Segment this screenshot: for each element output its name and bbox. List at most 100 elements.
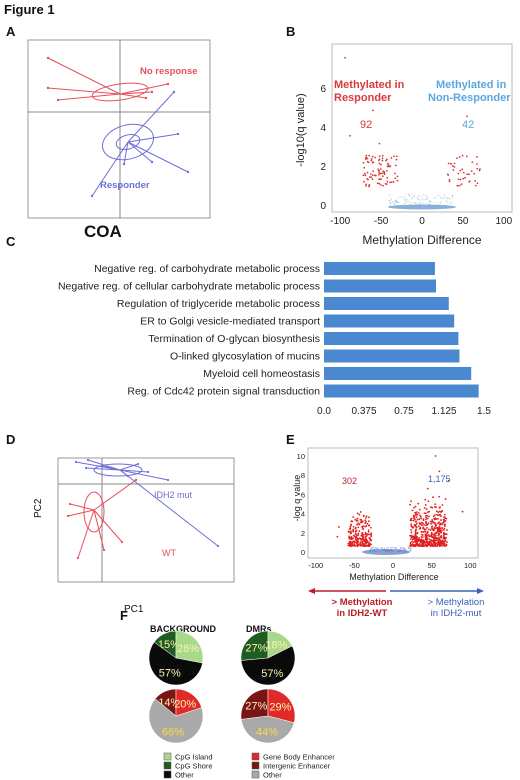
e-point	[350, 536, 352, 539]
b-point	[370, 176, 373, 179]
e-point	[416, 513, 419, 516]
e-point	[367, 529, 370, 532]
bar-label-6: Myeloid cell homeostasis	[203, 368, 320, 380]
b-point	[390, 157, 393, 159]
e-point	[436, 522, 439, 525]
e-point	[356, 537, 359, 540]
panel-b-right-label-1: Methylated in	[436, 79, 507, 91]
e-point	[422, 531, 425, 533]
b-bg-point	[404, 202, 407, 204]
panel-f-pies: 15%28%57%27%18%57%14%20%66%27% 29%44%	[148, 630, 296, 744]
b-bg-point	[394, 203, 396, 205]
b-point	[376, 182, 379, 184]
e-point	[370, 535, 373, 538]
b-bg-point	[422, 202, 424, 204]
e-point	[415, 522, 418, 525]
panel-a-letter: A	[6, 24, 16, 39]
idh2-ray	[119, 469, 169, 481]
e-point	[439, 513, 442, 516]
b-xtick-3: 50	[457, 216, 469, 227]
e-point	[364, 522, 367, 525]
b-point	[476, 156, 478, 158]
e-point	[444, 498, 447, 500]
b-bg-point	[441, 198, 444, 200]
e-point	[425, 537, 428, 540]
b-point	[381, 172, 384, 175]
b-point	[371, 161, 374, 164]
b-point	[378, 142, 381, 145]
e-point	[354, 526, 357, 529]
b-point	[396, 175, 399, 178]
legend-label-1-2: Other	[263, 771, 282, 780]
e-bg-point	[404, 548, 406, 551]
dmr-cpg-slice-2	[240, 645, 296, 686]
b-point	[395, 158, 398, 161]
e-point	[420, 531, 423, 533]
b-bg-point	[408, 200, 410, 203]
e-ytick-4: 8	[301, 471, 305, 480]
b-bg-point	[398, 201, 400, 203]
e-point	[438, 541, 441, 544]
b-point	[453, 166, 456, 168]
e-point	[414, 513, 417, 516]
e-point	[364, 533, 367, 536]
no-response-ray	[47, 87, 121, 95]
b-point	[478, 169, 481, 172]
b-point	[447, 162, 450, 165]
e-bg-point	[375, 547, 377, 549]
c-xtick-1: 0.375	[351, 406, 376, 417]
e-point	[412, 519, 415, 522]
b-point	[390, 181, 393, 184]
panel-e-left-count: 302	[342, 476, 357, 486]
e-point	[352, 544, 355, 547]
e-bg-point	[409, 550, 411, 552]
bar-label-0: Negative reg. of carbohydrate metabolic …	[94, 263, 320, 275]
b-bg-point	[425, 198, 427, 200]
figure-title: Figure 1	[4, 2, 55, 17]
b-bg-point	[442, 196, 444, 198]
b-point	[368, 185, 370, 188]
b-bg-point	[439, 197, 441, 199]
b-point	[453, 162, 456, 165]
responder-point	[122, 162, 126, 166]
idh2-ray	[119, 463, 139, 471]
b-bg-point	[452, 194, 454, 197]
b-bg-point	[423, 194, 425, 196]
b-bg-point	[392, 201, 394, 203]
e-ytick-1: 2	[301, 529, 305, 538]
e-point	[420, 539, 423, 542]
b-point	[466, 173, 469, 176]
b-point	[366, 157, 369, 160]
background-cpg-slice-2	[148, 641, 203, 686]
b-point	[371, 155, 374, 158]
no-response-ray	[47, 57, 121, 95]
e-point	[358, 537, 361, 540]
b-point	[386, 170, 388, 172]
panel-d-letter: D	[6, 432, 16, 447]
e-point	[445, 517, 448, 520]
panel-f-col2-title: DMRs	[246, 624, 272, 634]
e-point	[368, 516, 370, 519]
e-point	[423, 528, 426, 531]
bar-6	[324, 367, 472, 380]
e-point	[443, 532, 446, 535]
panel-b-right-label-2: Non-Responder	[428, 92, 511, 104]
e-point	[423, 512, 426, 515]
b-bg-point	[451, 198, 453, 200]
e-point	[353, 542, 356, 544]
b-point	[385, 158, 388, 161]
e-point	[431, 518, 434, 521]
b-point	[476, 182, 479, 185]
b-point	[378, 155, 381, 158]
e-point	[433, 532, 436, 535]
e-point	[435, 539, 438, 542]
b-bg-point	[421, 196, 423, 198]
e-point	[365, 539, 368, 542]
e-point	[414, 532, 417, 535]
panel-e-letter: E	[286, 432, 295, 447]
e-point	[410, 523, 413, 526]
e-point	[447, 480, 450, 482]
e-point	[431, 539, 434, 542]
b-bg-point	[430, 200, 432, 202]
b-point	[457, 178, 460, 181]
